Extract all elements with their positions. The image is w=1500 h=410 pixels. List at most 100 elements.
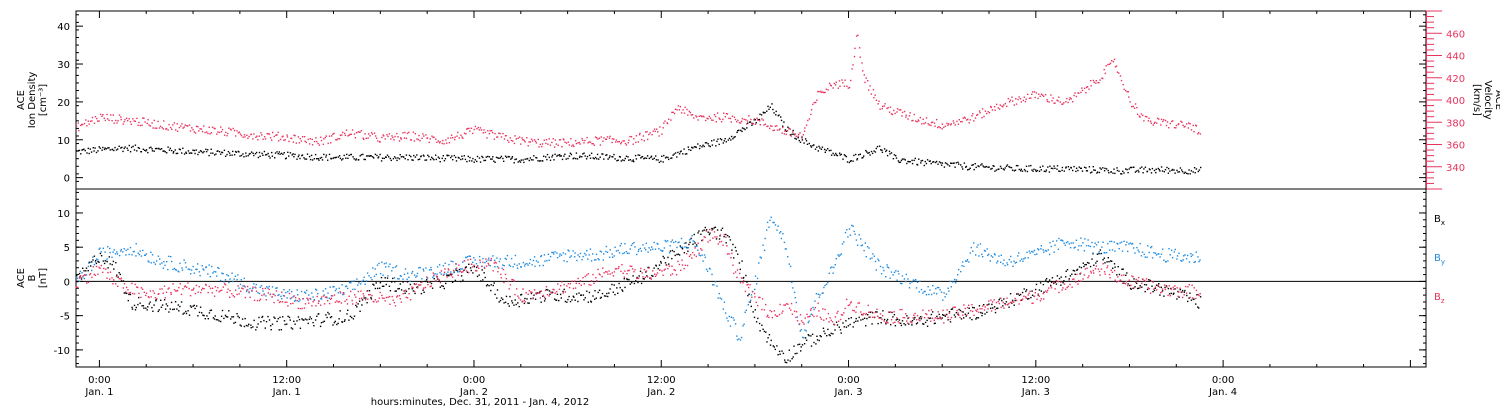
data-point <box>1004 264 1006 267</box>
data-point <box>1108 273 1111 276</box>
data-point <box>1139 116 1141 118</box>
data-point <box>288 316 291 319</box>
data-point <box>936 317 938 320</box>
data-point <box>396 132 398 135</box>
data-point <box>920 162 922 164</box>
data-point <box>210 148 212 150</box>
data-point <box>943 126 945 129</box>
data-point <box>506 254 509 257</box>
data-point <box>800 350 802 352</box>
data-point <box>1121 250 1124 252</box>
data-point <box>1118 72 1120 74</box>
data-point <box>617 159 619 161</box>
data-point <box>939 289 941 291</box>
data-point <box>305 141 307 144</box>
data-point <box>819 294 821 296</box>
data-point <box>655 265 658 267</box>
data-point <box>1102 167 1104 169</box>
data-point <box>700 233 702 235</box>
data-point <box>207 149 209 151</box>
data-point <box>1035 170 1037 173</box>
data-point <box>447 268 449 270</box>
data-point <box>828 82 831 85</box>
data-point <box>978 110 981 112</box>
data-point <box>863 317 866 319</box>
data-point <box>546 158 548 161</box>
data-point <box>725 141 727 143</box>
data-point <box>428 155 430 158</box>
data-point <box>742 282 744 284</box>
data-point <box>768 226 770 228</box>
data-point <box>860 238 862 240</box>
data-point <box>162 292 164 294</box>
data-point <box>663 247 666 249</box>
data-point <box>746 123 748 125</box>
data-point <box>541 143 544 145</box>
data-point <box>514 135 516 137</box>
data-point <box>475 263 478 265</box>
data-point <box>400 156 403 158</box>
data-point <box>1179 167 1182 169</box>
data-point <box>288 155 290 157</box>
data-point <box>438 280 440 282</box>
data-point <box>407 272 409 274</box>
data-point <box>701 239 703 242</box>
data-point <box>1022 99 1024 102</box>
data-point <box>873 255 875 257</box>
data-point <box>550 291 552 293</box>
data-point <box>335 288 338 290</box>
data-point <box>884 103 886 105</box>
data-point <box>422 289 424 291</box>
data-point <box>842 158 844 160</box>
data-point <box>358 300 361 302</box>
data-point <box>349 281 351 284</box>
data-point <box>741 127 744 129</box>
data-point <box>314 319 317 321</box>
data-point <box>991 301 994 303</box>
data-point <box>584 275 586 278</box>
data-point <box>530 292 533 295</box>
data-point <box>309 138 311 140</box>
data-point <box>634 154 637 157</box>
data-point <box>1117 243 1119 245</box>
data-point <box>779 353 781 355</box>
data-point <box>743 118 745 121</box>
data-point <box>302 298 304 300</box>
data-point <box>572 250 574 252</box>
data-point <box>971 164 973 166</box>
data-point <box>166 305 169 307</box>
data-point <box>1110 171 1112 173</box>
data-point <box>422 133 424 135</box>
data-point <box>605 138 607 140</box>
data-point <box>547 143 549 145</box>
data-point <box>91 276 93 279</box>
data-point <box>746 120 749 122</box>
data-point <box>875 99 878 101</box>
data-point <box>926 325 929 327</box>
data-point <box>890 271 893 273</box>
data-point <box>886 107 888 110</box>
data-point <box>729 117 732 120</box>
data-point <box>1005 304 1007 306</box>
data-point <box>724 116 726 118</box>
data-point <box>1135 170 1138 172</box>
data-point <box>375 282 377 284</box>
data-point <box>399 298 401 300</box>
data-point <box>139 250 141 252</box>
data-point <box>813 144 815 146</box>
legend-item: Bz <box>1434 292 1445 305</box>
data-point <box>1152 124 1154 126</box>
data-point <box>363 295 365 297</box>
data-point <box>880 322 882 324</box>
data-point <box>708 145 710 147</box>
data-point <box>100 264 102 267</box>
data-point <box>898 273 900 275</box>
data-point <box>975 254 977 256</box>
data-point <box>473 257 475 259</box>
data-point <box>826 335 828 337</box>
data-point <box>620 141 623 144</box>
data-point <box>1048 171 1051 173</box>
data-point <box>368 290 371 292</box>
data-point <box>697 232 699 234</box>
data-point <box>1014 169 1017 171</box>
